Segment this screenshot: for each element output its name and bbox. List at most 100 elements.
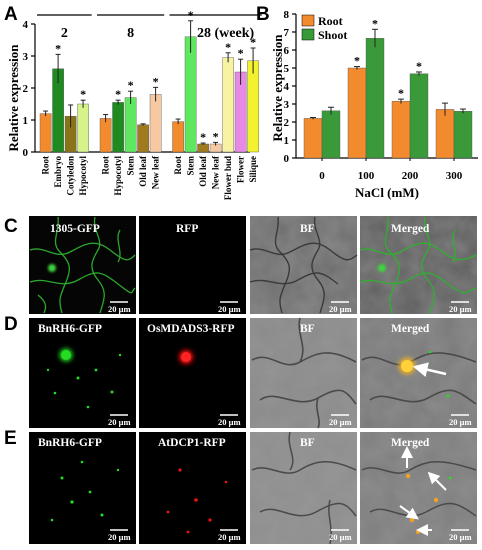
category-label: Old leaf — [138, 155, 148, 187]
significance-star: * — [188, 8, 194, 22]
bar — [453, 110, 473, 159]
significance-star: * — [115, 87, 121, 101]
micro-c-label-2: RFP — [176, 223, 198, 235]
micro-d-label-3: BF — [300, 323, 315, 335]
category-label: Root — [173, 156, 183, 175]
micro-d-bf — [250, 317, 357, 429]
micro-d-gfp — [29, 318, 136, 428]
chart-b-yticks: 0 1 2 3 4 5 6 7 8 — [284, 9, 296, 165]
scale-label: 20 μm — [218, 304, 241, 314]
y-tick-label: 8 — [284, 9, 290, 21]
y-tick-label: 5 — [284, 63, 290, 75]
legend-swatch-root — [301, 14, 315, 27]
category-label: Hypocotyl — [78, 156, 88, 196]
scale-label: 20 μm — [108, 532, 131, 542]
category-label: 0 — [319, 170, 325, 182]
category-label: 200 — [402, 170, 419, 182]
micro-d-label-2: OsMDADS3-RFP — [147, 323, 235, 335]
bar — [321, 110, 341, 159]
micro-e-gfp — [29, 432, 136, 544]
bar — [365, 38, 385, 159]
bar — [99, 118, 112, 153]
category-label: New leaf — [151, 155, 161, 189]
micro-c-gfp — [29, 216, 136, 314]
y-tick-label: 2 — [23, 83, 29, 95]
y-tick-label: 1 — [23, 115, 29, 127]
micro-e-bf — [250, 431, 357, 545]
panel-e: E — [4, 428, 17, 449]
y-tick-label: 3 — [23, 51, 29, 63]
category-label: Hypocotyl — [113, 156, 123, 196]
bar — [197, 143, 209, 153]
micro-e-rfp — [139, 432, 246, 544]
significance-star: * — [354, 54, 360, 68]
legend-label-root: Root — [318, 14, 343, 28]
category-label: Stem — [126, 156, 136, 176]
category-label: Old leaf — [198, 155, 208, 187]
d-gfp-dots — [46, 348, 122, 409]
bar — [347, 67, 367, 159]
bar — [391, 101, 411, 159]
significance-star: * — [128, 78, 134, 92]
bar — [184, 36, 197, 153]
micro-c-label-3: BF — [300, 223, 315, 235]
panel-letter-a: A — [4, 4, 18, 25]
chart-a-group-bars: 2 8 28 (week) — [37, 14, 262, 41]
bar — [222, 57, 234, 153]
bar — [409, 73, 429, 159]
scale-label: 20 μm — [329, 417, 352, 427]
panel-d: D — [4, 314, 18, 335]
significance-star: * — [213, 129, 219, 143]
e-rfp-dots — [166, 468, 228, 534]
bar — [172, 121, 184, 153]
bar — [112, 102, 124, 153]
micro-row-c: 1305-GFP 20 μm RFP 20 μm BF 20 μm — [29, 216, 477, 314]
panel-letter-c: C — [4, 216, 18, 237]
significance-star: * — [238, 46, 244, 60]
y-tick-label: 1 — [284, 135, 290, 147]
e-gfp-dots — [50, 460, 120, 522]
category-label: Flower bud — [223, 156, 233, 200]
significance-star: * — [153, 74, 159, 88]
chart-a-category-labels: Root Embryo Cotyledon Hypocotyl Root Hypocoty… — [41, 155, 259, 200]
micro-d-label-4: Merged — [391, 323, 430, 335]
category-label: Silique — [248, 156, 258, 183]
bar — [124, 97, 137, 153]
category-label: Cotyledon — [66, 156, 76, 196]
panel-c: C — [4, 216, 18, 237]
micro-row-d: BnRH6-GFP 20 μm OsMDADS3-RFP 20 μm BF — [29, 317, 477, 429]
scale-label: 20 μm — [218, 532, 241, 542]
y-tick-label: 4 — [23, 19, 29, 31]
micro-e-label-1: BnRH6-GFP — [38, 437, 102, 449]
scale-label: 20 μm — [108, 417, 131, 427]
micro-c-label-4: Merged — [391, 223, 430, 235]
panel-letter-b: B — [256, 4, 270, 25]
group-label: 2 — [61, 26, 68, 41]
significance-star: * — [416, 59, 422, 73]
bar — [435, 109, 455, 159]
micro-d-label-1: BnRH6-GFP — [38, 323, 102, 335]
c-gfp-nucleus — [48, 264, 56, 272]
bar — [39, 113, 52, 153]
scale-label: 20 μm — [329, 532, 352, 542]
y-tick-label: 6 — [284, 45, 290, 57]
chart-b-legend: Root Shoot — [301, 14, 347, 42]
y-tick-label: 7 — [284, 27, 290, 39]
micro-c-bf — [249, 216, 358, 314]
significance-star: * — [80, 87, 86, 101]
micro-row-e: BnRH6-GFP 20 μm AtDCP1-RFP 20 μm — [29, 431, 477, 545]
micro-c-merged — [359, 216, 477, 314]
micro-e-label-4: Merged — [391, 437, 430, 449]
micro-e-merged — [360, 432, 477, 544]
legend-swatch-shoot — [301, 28, 315, 41]
micro-e-label-3: BF — [300, 437, 315, 449]
y-tick-label: 3 — [284, 99, 290, 111]
c-gfp-cell-walls — [29, 216, 136, 314]
panel-b: B Relative expression 0 1 2 3 4 5 6 7 8 * * * * 0 10… — [256, 4, 478, 200]
y-tick-label: 2 — [284, 117, 290, 129]
scale-label: 20 μm — [449, 532, 472, 542]
category-label: Stem — [186, 156, 196, 176]
significance-star: * — [250, 35, 256, 49]
chart-b-category-labels: 0 100 200 300 — [319, 158, 463, 182]
